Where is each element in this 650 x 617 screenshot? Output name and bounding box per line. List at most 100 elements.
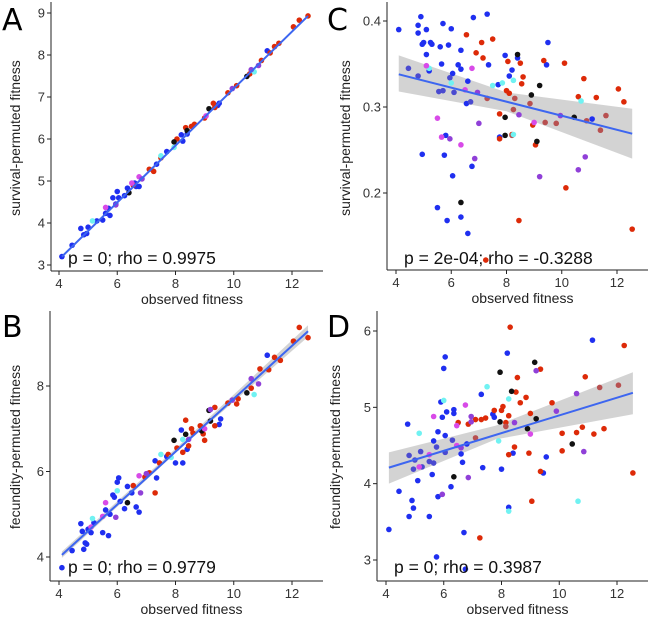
data-point bbox=[172, 460, 179, 466]
data-point bbox=[534, 138, 540, 145]
data-point bbox=[517, 399, 524, 406]
panel-label: D bbox=[327, 310, 350, 345]
data-point bbox=[489, 36, 496, 42]
data-point bbox=[216, 421, 222, 428]
data-point bbox=[468, 413, 474, 420]
data-point bbox=[615, 382, 622, 388]
data-point bbox=[531, 119, 537, 126]
data-point bbox=[88, 529, 94, 536]
data-point bbox=[178, 132, 185, 138]
data-point bbox=[107, 212, 113, 219]
data-point bbox=[463, 31, 470, 38]
data-point bbox=[124, 185, 131, 191]
data-point bbox=[511, 444, 518, 450]
data-point bbox=[423, 62, 430, 69]
data-point bbox=[510, 131, 517, 138]
data-point bbox=[179, 460, 186, 466]
data-point bbox=[419, 151, 426, 158]
data-point bbox=[537, 468, 544, 475]
data-point bbox=[581, 75, 587, 82]
data-point bbox=[136, 183, 142, 190]
data-point bbox=[111, 494, 118, 500]
data-point bbox=[462, 402, 469, 408]
data-point bbox=[442, 432, 448, 439]
data-point bbox=[439, 491, 446, 498]
y-tick-label: 4 bbox=[37, 550, 44, 565]
data-point bbox=[489, 82, 496, 89]
data-point bbox=[520, 74, 526, 80]
x-tick-label: 8 bbox=[498, 586, 505, 601]
data-point bbox=[409, 497, 415, 504]
data-point bbox=[527, 410, 534, 417]
data-point bbox=[130, 482, 137, 489]
data-point bbox=[244, 390, 250, 396]
data-point bbox=[505, 508, 512, 514]
data-point bbox=[477, 535, 483, 541]
data-point bbox=[601, 425, 607, 432]
data-point bbox=[518, 80, 525, 87]
x-tick-label: 10 bbox=[552, 586, 566, 601]
data-point bbox=[505, 451, 512, 458]
regression-line bbox=[388, 391, 634, 469]
data-point bbox=[112, 514, 119, 521]
data-point bbox=[506, 73, 513, 79]
data-point bbox=[188, 425, 195, 432]
data-point bbox=[507, 324, 513, 330]
data-point bbox=[542, 119, 548, 126]
data-point bbox=[505, 58, 511, 65]
data-point bbox=[478, 39, 485, 46]
data-point bbox=[510, 450, 516, 456]
y-tick-label: 0.4 bbox=[363, 14, 381, 29]
data-point bbox=[415, 30, 421, 36]
panel-label: C bbox=[327, 3, 348, 38]
y-tick-label: 5 bbox=[364, 400, 371, 415]
data-point bbox=[178, 427, 185, 433]
data-point bbox=[443, 409, 450, 415]
data-point bbox=[553, 120, 560, 127]
data-point bbox=[491, 414, 498, 421]
data-point bbox=[406, 452, 412, 459]
data-point bbox=[468, 419, 474, 425]
data-point bbox=[461, 529, 467, 536]
data-point bbox=[482, 257, 489, 263]
data-point bbox=[485, 62, 492, 68]
data-point bbox=[185, 443, 192, 449]
data-point bbox=[78, 225, 84, 232]
data-point bbox=[448, 80, 455, 86]
data-point bbox=[514, 374, 521, 381]
data-point bbox=[511, 419, 518, 426]
panel-d: 4 6 8 10 12 3 4 5 6 observed fitness fecundity-per… bbox=[327, 310, 648, 617]
data-point bbox=[448, 483, 454, 490]
data-point bbox=[83, 541, 90, 547]
data-point bbox=[430, 413, 437, 420]
data-point bbox=[582, 154, 589, 160]
x-tick-label: 6 bbox=[114, 586, 121, 601]
data-point bbox=[510, 106, 517, 113]
data-point bbox=[476, 120, 482, 127]
data-point bbox=[416, 464, 423, 470]
y-tick-label: 6 bbox=[37, 464, 44, 479]
x-tick-label: 10 bbox=[555, 275, 569, 290]
data-point bbox=[430, 438, 437, 444]
data-point bbox=[508, 388, 515, 395]
data-point bbox=[524, 425, 531, 432]
data-point bbox=[210, 100, 217, 107]
data-point bbox=[505, 396, 512, 402]
data-point bbox=[296, 17, 303, 23]
data-point bbox=[79, 528, 86, 535]
data-point bbox=[496, 111, 503, 117]
data-point bbox=[153, 475, 160, 481]
data-point bbox=[509, 67, 515, 73]
y-tick-label: 4 bbox=[364, 476, 371, 491]
data-point bbox=[596, 384, 603, 391]
data-point bbox=[575, 166, 582, 173]
data-point bbox=[458, 199, 464, 206]
y-tick-label: 9 bbox=[38, 6, 45, 21]
data-point bbox=[526, 450, 532, 456]
stat-annotation: p = 2e-04; rho = -0.3288 bbox=[404, 248, 593, 268]
data-point bbox=[429, 41, 435, 48]
x-tick-label: 10 bbox=[227, 586, 241, 601]
data-point bbox=[579, 424, 586, 430]
data-point bbox=[502, 52, 508, 59]
